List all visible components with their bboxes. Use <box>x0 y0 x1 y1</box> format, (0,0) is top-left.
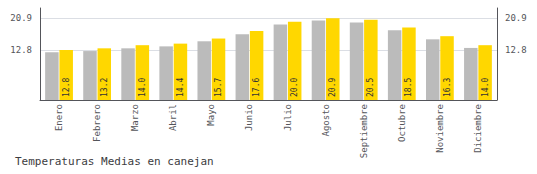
svg-text:Septiembre: Septiembre <box>359 104 369 158</box>
svg-text:14.4: 14.4 <box>176 78 185 97</box>
svg-text:Mayo: Mayo <box>206 104 216 126</box>
svg-text:Agosto: Agosto <box>321 104 331 137</box>
svg-text:Diciembre: Diciembre <box>473 104 483 153</box>
svg-text:Enero: Enero <box>54 104 64 131</box>
svg-text:Marzo: Marzo <box>130 104 140 131</box>
svg-text:20.9: 20.9 <box>328 78 337 97</box>
svg-text:17.6: 17.6 <box>252 78 261 97</box>
svg-text:Temperaturas Medias en canejan: Temperaturas Medias en canejan <box>15 155 214 168</box>
svg-text:Febrero: Febrero <box>92 104 102 142</box>
svg-text:13.2: 13.2 <box>100 78 109 97</box>
svg-text:16.3: 16.3 <box>443 78 452 97</box>
svg-text:14.0: 14.0 <box>138 78 147 97</box>
svg-text:Abril: Abril <box>168 104 178 131</box>
svg-text:Julio: Julio <box>283 104 293 131</box>
svg-text:Octubre: Octubre <box>397 104 407 142</box>
svg-text:14.0: 14.0 <box>481 78 490 97</box>
svg-text:20.0: 20.0 <box>290 78 299 97</box>
svg-text:12.8: 12.8 <box>10 45 32 55</box>
svg-text:15.7: 15.7 <box>214 78 223 97</box>
svg-text:20.9: 20.9 <box>10 13 32 23</box>
svg-text:12.8: 12.8 <box>62 78 71 97</box>
svg-text:20.9: 20.9 <box>505 13 527 23</box>
svg-text:12.8: 12.8 <box>505 45 527 55</box>
svg-text:18.5: 18.5 <box>404 78 413 97</box>
svg-text:20.5: 20.5 <box>366 78 375 97</box>
svg-text:Junio: Junio <box>244 104 254 131</box>
svg-text:Noviembre: Noviembre <box>435 104 445 153</box>
